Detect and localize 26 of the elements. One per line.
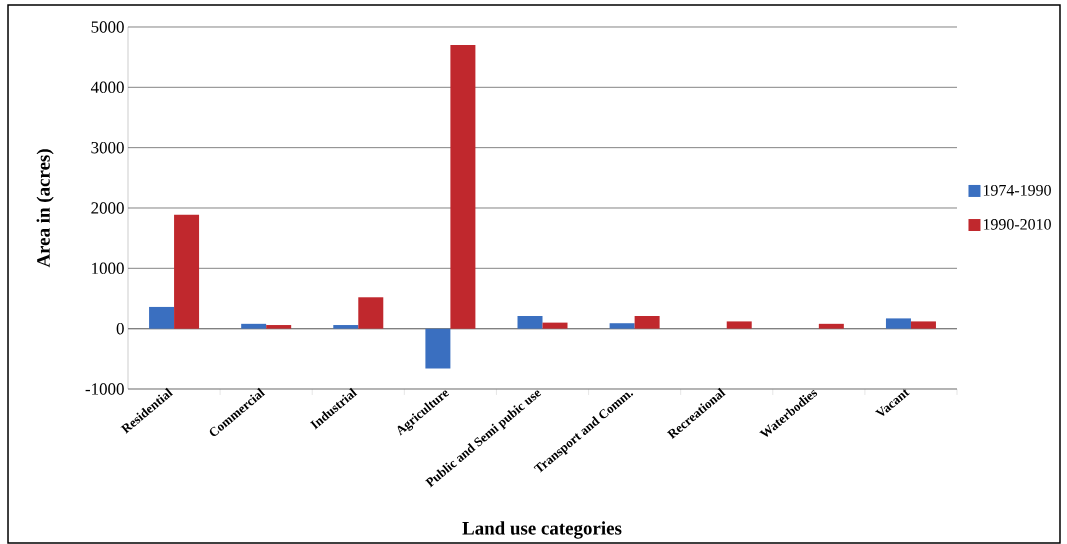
- y-tick-label: 3000: [91, 141, 124, 154]
- x-axis-title: Land use categories: [462, 521, 622, 539]
- bar: [634, 315, 660, 329]
- bar: [174, 214, 200, 329]
- bar: [818, 323, 844, 329]
- bar: [358, 297, 384, 329]
- bar: [885, 318, 911, 329]
- bar: [241, 323, 267, 329]
- y-tick-label: 2000: [91, 202, 124, 214]
- bar: [910, 321, 936, 329]
- bar: [450, 45, 476, 329]
- bar: [517, 315, 543, 329]
- y-tick-label: 0: [116, 322, 124, 335]
- legend-label: 1974-1990: [983, 184, 1051, 196]
- bar: [266, 325, 292, 329]
- y-axis-title: Area in (acres): [36, 149, 54, 268]
- bar: [149, 306, 175, 329]
- bar: [333, 325, 359, 329]
- bar: [726, 321, 752, 329]
- bar: [425, 328, 451, 369]
- legend-label: 1990-2010: [983, 218, 1051, 230]
- y-tick-label: 1000: [92, 262, 124, 275]
- y-tick-label: 5000: [91, 21, 124, 33]
- bar: [542, 322, 568, 329]
- y-tick-label: 4000: [90, 81, 124, 94]
- bar: [609, 323, 635, 329]
